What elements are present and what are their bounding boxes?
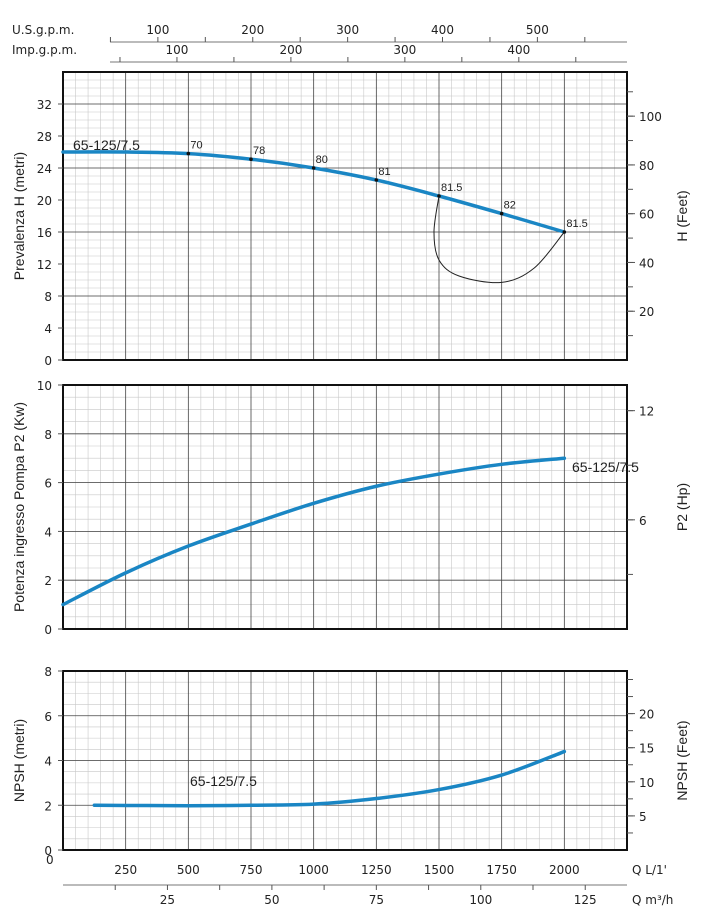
imp-gpm-axis-title: Imp.g.p.m. <box>12 43 77 57</box>
efficiency-point <box>499 211 504 216</box>
imp-gpm-tick-label: 400 <box>507 43 530 57</box>
x-tick-label: 2000 <box>549 863 580 877</box>
y-tick-label: 16 <box>37 226 52 240</box>
x-tick-label: 1000 <box>298 863 329 877</box>
efficiency-point <box>311 166 316 170</box>
us-gpm-tick-label: 100 <box>146 23 169 37</box>
y-tick-label: 4 <box>44 322 52 336</box>
efficiency-label: 80 <box>316 154 328 166</box>
m3h-axis-title: Q m³/h <box>632 893 673 907</box>
y-tick-label: 6 <box>44 710 52 724</box>
y-tick-label: 4 <box>44 755 52 769</box>
right-axis-title: H (Feet) <box>674 190 690 241</box>
right-tick-label: 6 <box>639 514 647 528</box>
plot-frame <box>62 384 628 630</box>
efficiency-label: 78 <box>253 145 265 157</box>
efficiency-label: 81.5 <box>566 218 587 230</box>
y-tick-label: 10 <box>37 379 52 393</box>
series-label: 65-125/7.5 <box>572 459 639 475</box>
power-curve <box>61 456 567 607</box>
us-gpm-tick-label: 500 <box>526 23 549 37</box>
right-tick-label: 60 <box>639 208 654 222</box>
y-tick-label: 20 <box>37 194 52 208</box>
imp-gpm-tick-label: 300 <box>393 43 416 57</box>
series-label: 65-125/7.5 <box>190 773 257 789</box>
y-tick-label: 12 <box>37 258 52 272</box>
y-tick-label: 24 <box>37 162 52 176</box>
efficiency-point <box>562 230 567 234</box>
efficiency-label: 82 <box>504 200 516 212</box>
efficiency-point <box>374 178 379 182</box>
npsh-curve <box>92 749 567 808</box>
m3h-tick-label: 50 <box>264 893 279 907</box>
series-label: 65-125/7.5 <box>73 137 140 153</box>
y-tick-label: 0 <box>44 354 52 368</box>
x-tick-label: 0 <box>46 853 54 867</box>
x-tick-label: 500 <box>177 863 200 877</box>
imp-gpm-tick-label: 200 <box>279 43 302 57</box>
y-tick-label: 8 <box>44 665 52 679</box>
x-tick-label: 1250 <box>361 863 392 877</box>
right-tick-label: 5 <box>639 810 647 824</box>
y-axis-title: Potenza ingresso Pompa P2 (Kw) <box>11 402 27 612</box>
x-axis-title: Q L/1' <box>632 863 667 877</box>
right-tick-label: 40 <box>639 256 654 270</box>
efficiency-label: 81 <box>378 166 390 178</box>
y-tick-label: 32 <box>37 98 52 112</box>
y-tick-label: 2 <box>44 574 52 588</box>
efficiency-point <box>186 151 191 156</box>
y-tick-label: 8 <box>44 428 52 442</box>
us-gpm-tick-label: 400 <box>431 23 454 37</box>
right-axis-title: P2 (Hp) <box>674 483 690 531</box>
efficiency-label: 70 <box>190 140 202 152</box>
efficiency-point <box>249 157 253 161</box>
y-tick-label: 0 <box>44 623 52 637</box>
right-tick-label: 100 <box>639 110 662 124</box>
m3h-tick-label: 125 <box>574 893 597 907</box>
imp-gpm-tick-label: 100 <box>165 43 188 57</box>
m3h-tick-label: 100 <box>469 893 492 907</box>
y-tick-label: 2 <box>44 799 52 813</box>
right-tick-label: 15 <box>639 742 654 756</box>
y-axis-title: Prevalenza H (metri) <box>11 152 27 280</box>
right-tick-label: 80 <box>639 159 654 173</box>
y-tick-label: 8 <box>44 290 52 304</box>
y-tick-label: 28 <box>37 130 52 144</box>
x-tick-label: 1500 <box>424 863 455 877</box>
m3h-tick-label: 75 <box>369 893 384 907</box>
x-tick-label: 750 <box>240 863 263 877</box>
y-axis-title: NPSH (metri) <box>11 719 27 802</box>
right-tick-label: 20 <box>639 305 654 319</box>
plot-frame <box>62 71 628 361</box>
y-tick-label: 6 <box>44 477 52 491</box>
head-curve <box>61 150 567 234</box>
right-tick-label: 20 <box>639 708 654 722</box>
x-tick-label: 250 <box>114 863 137 877</box>
y-tick-label: 0 <box>44 844 52 858</box>
right-tick-label: 12 <box>639 405 654 419</box>
right-axis-title: NPSH (Feet) <box>674 720 690 800</box>
us-gpm-tick-label: 200 <box>241 23 264 37</box>
right-tick-label: 10 <box>639 776 654 790</box>
us-gpm-tick-label: 300 <box>336 23 359 37</box>
us-gpm-axis-title: U.S.g.p.m. <box>12 23 74 37</box>
m3h-tick-label: 25 <box>160 893 175 907</box>
efficiency-range-curve <box>433 195 565 284</box>
y-tick-label: 4 <box>44 525 52 539</box>
efficiency-point <box>437 194 441 198</box>
x-tick-label: 1750 <box>486 863 517 877</box>
efficiency-label: 81.5 <box>441 182 462 194</box>
